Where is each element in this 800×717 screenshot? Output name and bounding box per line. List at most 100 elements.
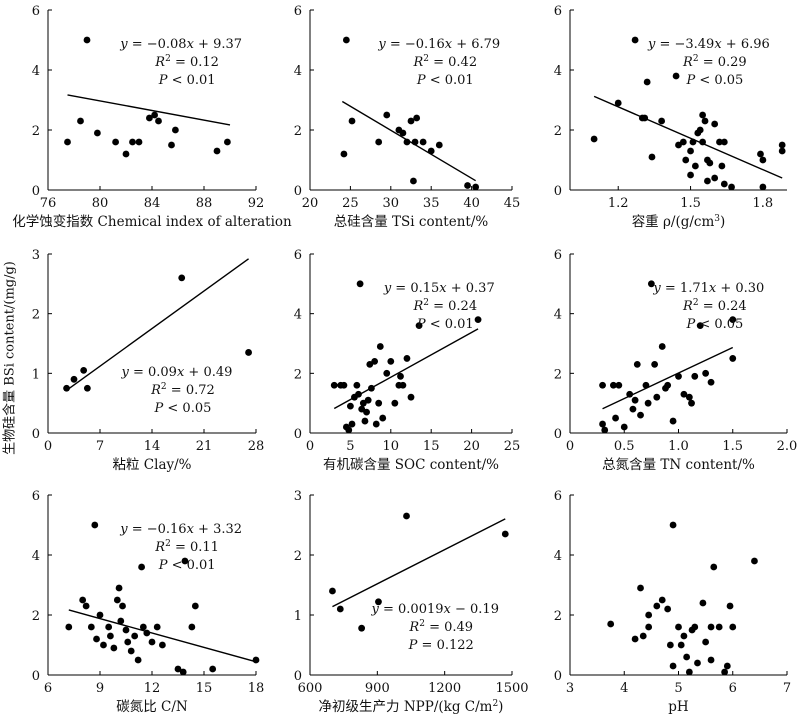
- data-point: [80, 366, 88, 374]
- data-point: [629, 405, 637, 413]
- y-tick-label: 6: [32, 4, 40, 19]
- data-point: [751, 557, 758, 565]
- y-tick-label: 4: [294, 308, 302, 323]
- regression-equation: y = 1.71x + 0.30: [652, 281, 764, 296]
- data-point: [119, 602, 126, 610]
- data-point: [682, 156, 690, 164]
- data-point: [687, 147, 694, 155]
- x-tick-label: 84: [144, 196, 161, 211]
- p-value-label: P < 0.01: [416, 73, 474, 88]
- y-tick-label: 4: [32, 64, 40, 79]
- data-point: [658, 117, 666, 125]
- x-axis-label: 粘粒 Clay/%: [113, 457, 192, 473]
- data-point: [644, 399, 652, 407]
- p-value-label: P < 0.05: [685, 317, 743, 332]
- data-point: [501, 530, 509, 538]
- chart-panel-9: 0 2 4 6 3 4 5 6 7 pH: [554, 489, 791, 715]
- data-point: [716, 138, 723, 146]
- r-squared-label: R2 = 0.29: [682, 54, 747, 70]
- data-point: [138, 563, 146, 571]
- data-point: [224, 138, 231, 146]
- data-point: [687, 171, 694, 179]
- y-tick-label: 2: [32, 308, 40, 323]
- data-point: [356, 280, 364, 288]
- data-point: [345, 426, 353, 434]
- data-point: [675, 623, 682, 631]
- data-point: [419, 138, 427, 146]
- y-tick-label: 6: [554, 4, 562, 19]
- data-point: [707, 623, 715, 631]
- data-point: [728, 183, 735, 191]
- p-value-label: P < 0.01: [158, 73, 216, 88]
- data-point: [342, 36, 350, 44]
- x-tick-label: 76: [40, 196, 57, 211]
- data-point: [680, 390, 688, 398]
- data-point: [64, 138, 71, 146]
- data-point: [94, 129, 101, 137]
- y-tick-label: 1: [294, 609, 302, 624]
- data-point: [645, 611, 653, 619]
- data-point: [688, 399, 695, 407]
- x-tick-label: 25: [342, 196, 359, 211]
- data-point: [683, 653, 691, 661]
- x-tick-label: 14: [144, 439, 161, 454]
- y-tick-label: 0: [554, 669, 562, 684]
- y-tick-label: 4: [554, 308, 562, 323]
- trend-line: [66, 258, 249, 391]
- x-tick-label: 20: [463, 439, 480, 454]
- data-point: [626, 390, 634, 398]
- data-point: [612, 414, 619, 422]
- data-point: [653, 393, 661, 401]
- x-tick-label: 1.2: [608, 196, 629, 211]
- chart-panel-8: 0 1 2 3 600 900 1200 1500 净初级生产力 NPP/(kg C/m2) y …: [294, 489, 529, 715]
- data-point: [704, 177, 711, 185]
- data-point: [340, 150, 348, 158]
- data-point: [372, 420, 380, 428]
- data-point: [63, 384, 70, 392]
- data-point: [472, 183, 480, 191]
- data-point: [336, 605, 344, 613]
- y-tick-label: 0: [32, 184, 40, 199]
- data-point: [399, 381, 407, 389]
- data-point: [209, 665, 217, 673]
- y-tick-label: 6: [294, 4, 302, 19]
- x-tick-label: 7: [96, 439, 104, 454]
- data-point: [143, 629, 151, 637]
- data-point: [707, 656, 715, 664]
- x-tick-label: 30: [383, 196, 400, 211]
- trend-line: [593, 95, 783, 179]
- x-tick-label: 1.5: [722, 439, 743, 454]
- data-point: [174, 665, 182, 673]
- data-point: [153, 623, 161, 631]
- regression-equation: y = −0.16x + 6.79: [377, 37, 500, 52]
- x-tick-label: 1.5: [680, 196, 701, 211]
- data-point: [633, 360, 641, 368]
- data-point: [607, 620, 615, 628]
- data-point: [329, 587, 336, 595]
- data-point: [403, 138, 411, 146]
- data-point: [610, 381, 617, 389]
- x-tick-label: 1200: [428, 681, 461, 696]
- data-point: [139, 623, 147, 631]
- data-point: [391, 399, 399, 407]
- data-point: [691, 372, 699, 380]
- data-point: [631, 36, 639, 44]
- x-tick-label: 600: [298, 681, 323, 696]
- data-point: [706, 159, 714, 167]
- x-tick-label: 28: [248, 439, 265, 454]
- x-tick-label: 18: [248, 681, 265, 696]
- y-tick-label: 6: [32, 489, 40, 504]
- data-point: [383, 369, 391, 377]
- data-point: [213, 147, 221, 155]
- trend-line: [68, 609, 257, 663]
- x-tick-label: 15: [196, 681, 213, 696]
- data-point: [701, 117, 709, 125]
- data-point: [330, 381, 338, 389]
- p-value-label: P < 0.01: [416, 317, 474, 332]
- x-tick-label: 45: [504, 196, 521, 211]
- data-point: [680, 632, 688, 640]
- y-tick-label: 2: [294, 549, 302, 564]
- data-point: [70, 375, 78, 383]
- x-axis-label: 总氮含量 TN content/%: [602, 457, 755, 473]
- p-value-label: P < 0.01: [158, 558, 216, 573]
